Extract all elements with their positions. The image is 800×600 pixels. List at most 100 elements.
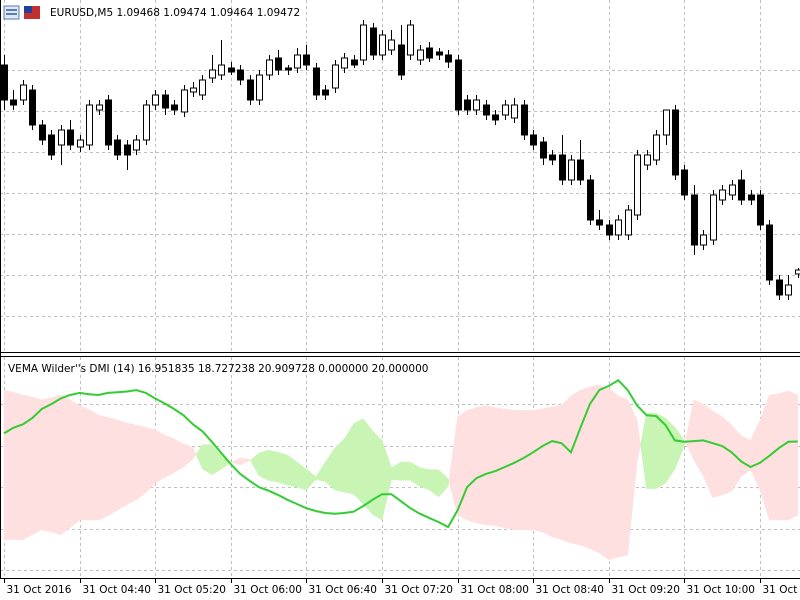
candle-body — [766, 224, 773, 281]
di-band-segment — [532, 408, 543, 533]
time-label: 31 Oct 08:00 — [461, 584, 529, 596]
candle-body — [303, 54, 310, 66]
candle-body — [86, 104, 93, 146]
candle-body — [379, 34, 386, 56]
time-label: 31 Oct 2016 — [7, 584, 72, 596]
candle-body — [67, 129, 74, 146]
di-band-segment — [618, 395, 628, 558]
di-band-segment — [60, 394, 71, 536]
di-band-segment — [372, 430, 383, 521]
di-band-segment — [258, 449, 269, 481]
candle-body — [748, 194, 755, 201]
di-band-segment — [51, 394, 61, 536]
candle-body — [96, 104, 103, 111]
di-band-segment — [268, 449, 279, 483]
di-band-segment — [523, 410, 534, 531]
candle-body — [341, 57, 348, 69]
candle-body — [77, 139, 84, 148]
di-band-segment — [79, 405, 90, 521]
candle-body — [464, 99, 471, 111]
di-band-segment — [476, 405, 487, 526]
candle-body — [606, 224, 613, 236]
di-band-segment — [712, 410, 723, 499]
di-band-segment — [721, 416, 732, 496]
candle-body — [114, 139, 121, 156]
candle-body — [521, 104, 528, 136]
di-band-segment — [69, 399, 80, 529]
candle-body — [105, 99, 112, 146]
candle-body — [502, 104, 509, 116]
candle-body — [710, 194, 717, 241]
candle-body — [143, 104, 150, 141]
di-band-segment — [145, 426, 156, 494]
di-band-segment — [646, 412, 657, 489]
di-band-segment — [514, 410, 524, 531]
candle-body — [313, 67, 320, 96]
candle-body — [738, 179, 745, 201]
candle-body — [209, 69, 216, 79]
di-band-segment — [419, 467, 430, 491]
icon — [6, 13, 17, 15]
candle-body — [483, 104, 490, 116]
candle-body — [256, 74, 263, 101]
candle-body — [492, 114, 499, 121]
di-band-segment — [164, 434, 175, 478]
di-band-segment — [485, 405, 496, 526]
di-band-segment — [740, 435, 751, 478]
indicator-header: VEMA Wilder''s DMI (14) 16.951835 18.727… — [8, 363, 428, 375]
candle-body — [133, 139, 140, 151]
di-band-segment — [202, 444, 213, 476]
di-band-segment — [88, 409, 99, 521]
candle-body — [20, 84, 27, 101]
adx — [3, 379, 798, 529]
di-band-segment — [504, 408, 515, 531]
time-label: 31 Oct 07:20 — [385, 584, 453, 596]
candle-body — [540, 141, 547, 159]
di-band-segment — [277, 451, 288, 486]
candle-body — [171, 104, 178, 111]
di-band-segment — [126, 422, 137, 506]
di-band-segment — [13, 391, 24, 540]
candle-body — [218, 64, 225, 76]
di-band-segment — [561, 395, 572, 544]
di-band-segment — [636, 420, 641, 463]
di-band-segment — [457, 409, 468, 521]
time-label: 31 Oct 06:00 — [234, 584, 302, 596]
di-band — [3, 384, 799, 561]
di-band-segment — [3, 389, 14, 540]
candle-body — [1, 64, 8, 101]
candle-body — [124, 144, 131, 156]
di-band-segment — [466, 407, 477, 524]
time-label: 31 Oct 09:20 — [612, 584, 680, 596]
candle-body — [285, 67, 292, 71]
candle-body — [729, 184, 736, 196]
candle-body — [587, 179, 594, 221]
candle-body — [275, 57, 282, 71]
candle-body — [625, 209, 632, 236]
candle-body — [455, 59, 462, 111]
di-band-segment — [570, 389, 581, 546]
di-band-segment — [769, 393, 780, 521]
candle-body — [445, 54, 452, 63]
candle-body — [181, 89, 188, 113]
candle-body — [39, 124, 46, 141]
time-label: 31 Oct 06:40 — [309, 584, 377, 596]
candle-body — [596, 219, 603, 226]
time-label: 31 Oct 08:40 — [536, 584, 604, 596]
di-band-segment — [551, 405, 562, 540]
candle-body — [776, 279, 783, 296]
candle-body — [681, 169, 688, 196]
candle-body — [663, 109, 670, 136]
candle-body — [549, 154, 556, 161]
candle-body — [615, 219, 622, 236]
candle-body — [322, 89, 329, 96]
candle-body — [577, 159, 584, 181]
candle-body — [559, 154, 566, 181]
di-band-segment — [98, 414, 109, 521]
candle-body — [294, 54, 301, 69]
symbol-header: EURUSD,M5 1.09468 1.09474 1.09464 1.0947… — [50, 7, 300, 19]
icon — [6, 9, 17, 11]
candle-body — [266, 59, 273, 76]
di-band-segment — [778, 390, 789, 521]
candle-body — [568, 159, 575, 181]
